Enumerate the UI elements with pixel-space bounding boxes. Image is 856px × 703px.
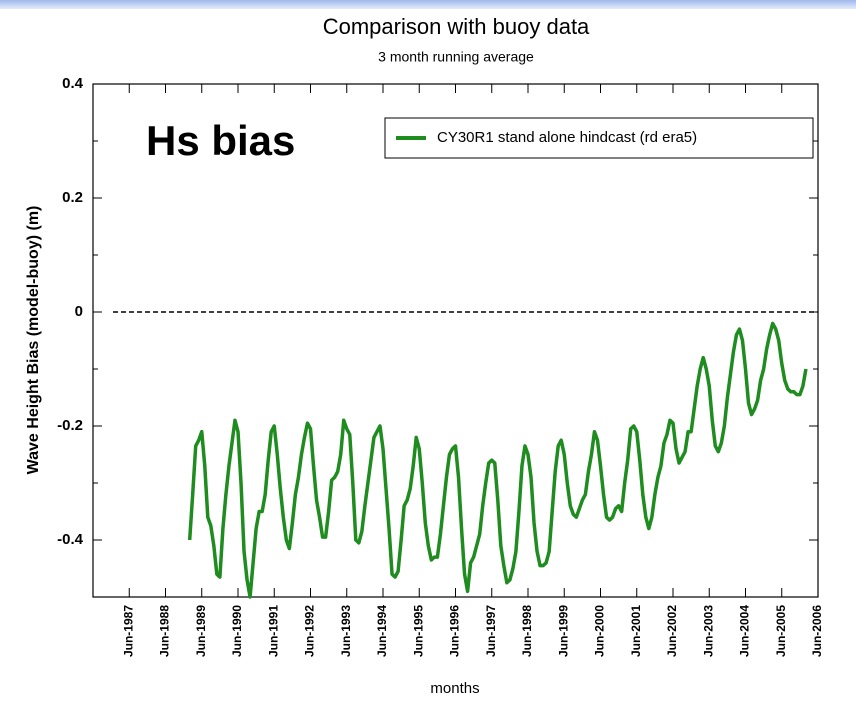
x-tick-label: Jun-1998 — [520, 605, 534, 657]
y-tick-label: 0 — [75, 303, 83, 320]
x-tick-label: Jun-1996 — [448, 605, 462, 657]
x-tick-label: Jun-1992 — [303, 605, 317, 657]
y-tick-label: 0.2 — [62, 189, 83, 206]
y-tick-label: -0.4 — [57, 531, 84, 548]
x-axis-label: months — [430, 680, 479, 697]
x-tick-label: Jun-1997 — [484, 605, 498, 657]
data-line — [187, 321, 808, 599]
y-tick-label: -0.2 — [57, 417, 83, 434]
window-band — [0, 0, 856, 9]
x-tick-label: Jun-2001 — [629, 605, 643, 657]
x-tick-label: Jun-2000 — [593, 605, 607, 657]
annotation: Hs bias — [146, 117, 295, 164]
x-tick-label: Jun-2003 — [701, 605, 715, 657]
x-tick-label: Jun-1991 — [266, 605, 280, 657]
x-tick-label: Jun-1999 — [556, 605, 570, 657]
legend-label: CY30R1 stand alone hindcast (rd era5) — [437, 129, 697, 146]
x-tick-label: Jun-1994 — [375, 605, 389, 657]
x-tick-label: Jun-1995 — [411, 605, 425, 657]
x-tick-label: Jun-1989 — [194, 605, 208, 657]
chart-title: Comparison with buoy data — [323, 14, 590, 39]
chart-subtitle: 3 month running average — [378, 49, 534, 65]
x-tick-label: Jun-2005 — [774, 605, 788, 657]
x-tick-label: Jun-1988 — [158, 605, 172, 657]
x-tick-label: Jun-1993 — [339, 605, 353, 657]
x-tick-label: Jun-1990 — [230, 605, 244, 657]
x-tick-label: Jun-1987 — [121, 605, 135, 657]
y-axis-label: Wave Height Bias (model-buoy) (m) — [25, 206, 42, 475]
x-tick-label: Jun-2006 — [810, 605, 824, 657]
x-tick-label: Jun-2002 — [665, 605, 679, 657]
legend-box — [384, 117, 814, 159]
x-tick-label: Jun-2004 — [738, 605, 752, 657]
y-tick-label: 0.4 — [62, 75, 84, 92]
